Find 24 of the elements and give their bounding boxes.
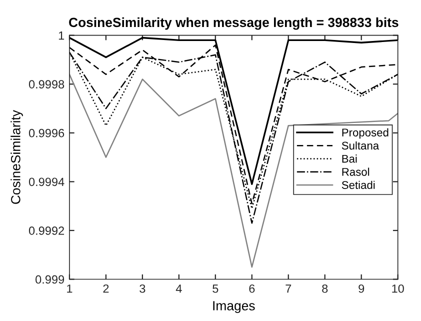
legend-label: Bai (342, 154, 357, 163)
x-tick-label: 6 (249, 284, 255, 293)
x-tick-label: 5 (212, 284, 218, 293)
y-tick-label: 0.9998 (28, 80, 64, 88)
y-tick-label: 1 (58, 31, 64, 40)
x-tick-label: 10 (392, 284, 404, 293)
y-tick-label: 0.9994 (28, 178, 64, 186)
legend-label: Proposed (342, 128, 388, 139)
x-tick-label: 7 (286, 284, 292, 293)
y-axis-title: CosineSimilarity (10, 110, 23, 204)
legend-label: Sultana (342, 141, 380, 150)
legend-label: Setiadi (342, 180, 375, 189)
y-tick-label: 0.9992 (28, 226, 64, 235)
x-tick-label: 1 (67, 284, 72, 293)
x-tick-label: 2 (103, 284, 109, 293)
chart-title: CosineSimilarity when message length = 398833 bits (69, 17, 398, 30)
legend-label: Rasol (342, 168, 370, 176)
x-tick-label: 9 (358, 284, 364, 293)
x-tick-label: 4 (176, 284, 182, 293)
x-tick-label: 3 (140, 284, 146, 293)
x-axis-title: Images (213, 301, 255, 313)
x-tick-label: 8 (322, 284, 328, 293)
y-tick-label: 0.9996 (28, 128, 64, 138)
y-tick-label: 0.999 (36, 275, 64, 284)
